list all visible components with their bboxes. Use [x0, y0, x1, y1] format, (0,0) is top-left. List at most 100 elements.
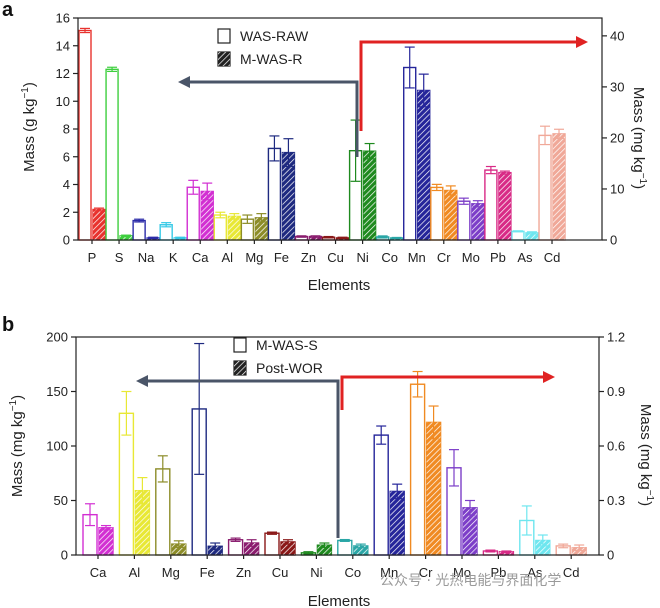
left-tick-label: 12: [56, 66, 70, 81]
left-tick-label: 200: [46, 330, 68, 345]
x-tick-label-mg: Mg: [245, 250, 263, 265]
x-tick-label-fe: Fe: [274, 250, 289, 265]
panel-a-x-axis-label: Elements: [308, 277, 371, 294]
bar-treated-fe-hatch: [208, 546, 223, 555]
bar-raw-pb: [484, 169, 498, 241]
x-tick-label-mo: Mo: [453, 565, 471, 580]
bar-treated-mo-hatch: [463, 507, 477, 555]
right-tick-label: 10: [610, 181, 624, 196]
x-tick-label-cd: Cd: [563, 565, 580, 580]
panel-a-right-axis-label: Mass (mg kg−1): [630, 87, 648, 189]
panel-b-x-axis-label: Elements: [308, 593, 371, 608]
bar-treated-ca-hatch: [201, 191, 214, 240]
bar-raw-zn: [227, 539, 244, 556]
x-tick-label-mn: Mn: [380, 565, 398, 580]
left-tick-label: 4: [63, 177, 70, 192]
bar-raw-na: [132, 219, 146, 241]
right-tick-label: 0: [610, 233, 617, 248]
legend-label-m-was-r: M-WAS-R: [240, 51, 302, 67]
left-tick-label: 8: [63, 122, 70, 137]
bar-treated-mn-hatch: [417, 90, 430, 240]
left-tick-label: 50: [54, 493, 68, 508]
left-tick-label: 150: [46, 384, 68, 399]
left-tick-label: 2: [63, 205, 70, 220]
legend-label-m-was-s: M-WAS-S: [256, 337, 318, 353]
panel-a-bars: [78, 27, 566, 241]
bar-treated-pb-hatch: [498, 172, 511, 240]
right-tick-label: 20: [610, 130, 624, 145]
panel-b-legend: M-WAS-S Post-WOR: [233, 337, 323, 376]
left-tick-label: 10: [56, 94, 70, 109]
x-tick-label-ca: Ca: [90, 565, 107, 580]
left-tick-label: 0: [63, 233, 70, 248]
left-tick-label: 16: [56, 11, 70, 26]
bar-treated-fe-hatch: [282, 152, 295, 240]
left-axis-arrow: [187, 80, 359, 157]
panel-a-label: a: [2, 0, 14, 21]
bar-raw-p: [78, 29, 92, 241]
bar-treated-ni-hatch: [317, 545, 332, 555]
bar-treated-cd-hatch: [572, 547, 587, 555]
right-arrow-head: [543, 371, 555, 383]
legend-swatch-open: [233, 337, 247, 353]
left-tick-label: 6: [63, 149, 70, 164]
bar-raw-mo: [457, 200, 471, 241]
right-tick-label: 40: [610, 28, 624, 43]
bar-raw-cu: [264, 532, 280, 556]
panel-b-bars: [82, 342, 587, 556]
right-tick-label: 1.2: [607, 330, 625, 345]
left-tick-label: 0: [61, 548, 68, 563]
bar-treated-cd-hatch: [553, 133, 566, 240]
bar-treated-cu-hatch: [281, 541, 295, 555]
left-tick-label: 14: [56, 38, 70, 53]
right-axis-arrow: [359, 40, 578, 131]
x-tick-label-pb: Pb: [490, 565, 506, 580]
x-tick-label-co: Co: [344, 565, 361, 580]
bar-raw-as: [511, 230, 525, 241]
x-tick-label-co: Co: [381, 250, 398, 265]
plot-frame: [77, 17, 603, 241]
x-tick-label-cr: Cr: [437, 250, 451, 265]
bar-treated-s-hatch: [120, 235, 133, 240]
x-tick-label-s: S: [115, 250, 124, 265]
right-axis-arrow: [340, 375, 545, 410]
bar-raw-cr: [409, 383, 426, 556]
legend-swatch-hatch-overlay: [218, 52, 230, 66]
bar-treated-mg-hatch: [255, 217, 268, 240]
x-tick-label-cu: Cu: [327, 250, 344, 265]
x-tick-label-mn: Mn: [408, 250, 426, 265]
left-arrow-head: [136, 375, 148, 387]
right-tick-label: 0.9: [607, 384, 625, 399]
bar-treated-pb-hatch: [499, 551, 514, 555]
right-tick-label: 30: [610, 79, 624, 94]
x-tick-label-ca: Ca: [192, 250, 209, 265]
bar-raw-s: [105, 68, 119, 241]
bar-treated-p-hatch: [93, 209, 105, 240]
x-tick-label-cd: Cd: [544, 250, 561, 265]
bar-treated-cr-hatch: [426, 422, 441, 555]
bar-treated-mg-hatch: [171, 544, 186, 555]
panel-a-arrows: [178, 36, 588, 157]
x-tick-label-ni: Ni: [356, 250, 368, 265]
bar-raw-co: [337, 539, 353, 556]
bar-raw-al: [213, 214, 228, 241]
x-tick-label-na: Na: [138, 250, 155, 265]
bar-raw-fe: [267, 147, 282, 241]
x-tick-label-as: As: [517, 250, 533, 265]
watermark: 公众号 · 光热电能与界面化学: [380, 573, 561, 589]
bar-treated-co-hatch: [353, 545, 368, 555]
bar-treated-zn-hatch: [309, 236, 322, 240]
left-axis-arrow: [146, 379, 340, 538]
bar-treated-al-hatch: [228, 216, 241, 240]
left-arrow-head: [178, 76, 190, 88]
bar-treated-cr-hatch: [444, 190, 457, 240]
bar-raw-mn: [403, 66, 417, 241]
x-tick-label-zn: Zn: [236, 565, 251, 580]
bar-raw-cr: [430, 186, 444, 241]
x-tick-label-al: Al: [129, 565, 141, 580]
panel-b-right-axis-label: Mass (mg kg−1): [637, 404, 655, 506]
legend-swatch-hatch-overlay: [234, 361, 246, 375]
bar-treated-as-hatch: [525, 232, 538, 240]
bar-treated-ca-hatch: [99, 527, 113, 555]
